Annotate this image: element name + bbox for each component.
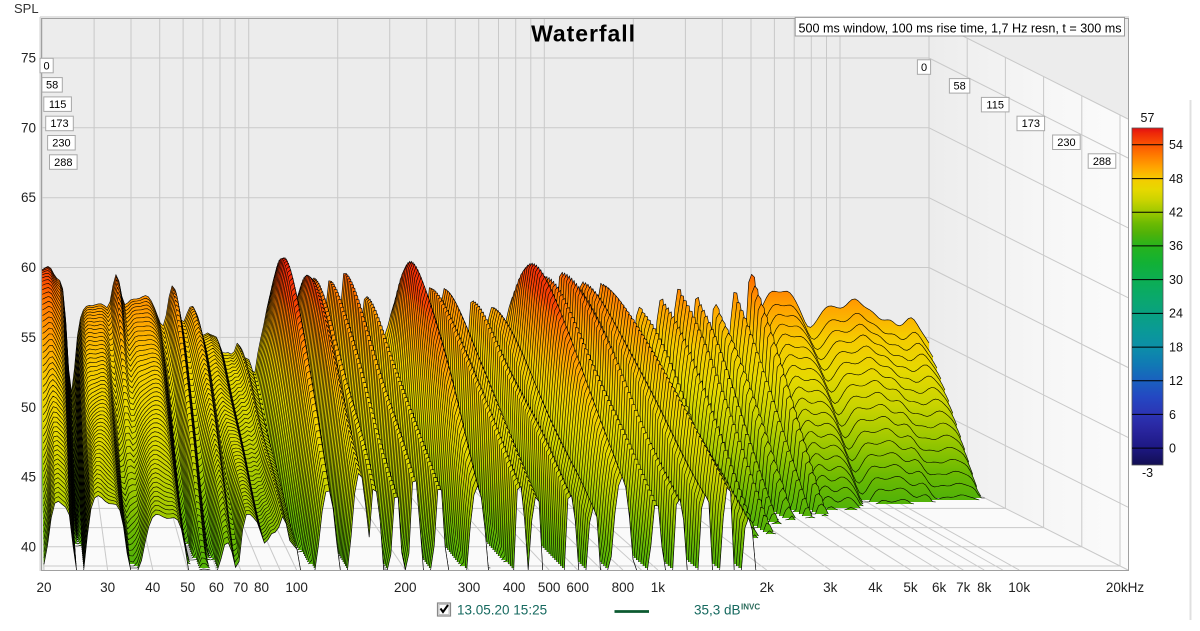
svg-text:50: 50 — [21, 400, 36, 415]
svg-text:600: 600 — [566, 580, 589, 595]
svg-text:115: 115 — [986, 99, 1004, 111]
svg-text:0: 0 — [921, 62, 927, 74]
svg-text:70: 70 — [233, 580, 248, 595]
svg-text:36: 36 — [1169, 239, 1183, 253]
svg-text:48: 48 — [1169, 172, 1183, 186]
svg-text:288: 288 — [1093, 156, 1111, 168]
svg-text:5k: 5k — [903, 580, 918, 595]
svg-text:35,3 dB: 35,3 dB — [694, 603, 741, 618]
svg-text:200: 200 — [394, 580, 417, 595]
svg-text:42: 42 — [1169, 206, 1183, 220]
svg-text:SPL: SPL — [14, 1, 39, 16]
svg-text:75: 75 — [21, 51, 36, 66]
svg-text:230: 230 — [52, 138, 70, 150]
svg-text:13.05.20 15:25: 13.05.20 15:25 — [457, 603, 547, 618]
svg-text:500 ms window, 100 ms rise tim: 500 ms window, 100 ms rise time, 1,7 Hz … — [798, 22, 1121, 36]
svg-text:65: 65 — [21, 190, 36, 205]
svg-text:54: 54 — [1169, 138, 1183, 152]
svg-text:12: 12 — [1169, 374, 1183, 388]
svg-text:55: 55 — [21, 330, 36, 345]
svg-text:24: 24 — [1169, 307, 1183, 321]
svg-text:58: 58 — [46, 80, 58, 92]
svg-text:6: 6 — [1169, 408, 1176, 422]
svg-text:230: 230 — [1057, 137, 1075, 149]
svg-text:60: 60 — [209, 580, 224, 595]
svg-text:115: 115 — [49, 99, 67, 111]
svg-text:300: 300 — [458, 580, 481, 595]
svg-text:800: 800 — [612, 580, 635, 595]
svg-text:6k: 6k — [932, 580, 947, 595]
svg-text:30: 30 — [1169, 273, 1183, 287]
svg-text:10k: 10k — [1008, 580, 1030, 595]
svg-text:0: 0 — [1169, 441, 1176, 455]
svg-text:18: 18 — [1169, 340, 1183, 354]
svg-text:100: 100 — [285, 580, 308, 595]
svg-text:60: 60 — [21, 260, 36, 275]
svg-text:4k: 4k — [868, 580, 883, 595]
svg-text:173: 173 — [50, 118, 68, 130]
svg-text:-3: -3 — [1142, 466, 1153, 480]
svg-text:20: 20 — [36, 580, 51, 595]
svg-text:8k: 8k — [977, 580, 992, 595]
svg-text:40: 40 — [145, 580, 160, 595]
svg-text:40: 40 — [21, 539, 36, 554]
svg-text:45: 45 — [21, 470, 36, 485]
svg-text:3k: 3k — [823, 580, 838, 595]
svg-text:57: 57 — [1141, 111, 1155, 125]
svg-text:2k: 2k — [760, 580, 775, 595]
svg-text:58: 58 — [953, 81, 965, 93]
svg-text:70: 70 — [21, 120, 36, 135]
svg-text:400: 400 — [503, 580, 526, 595]
svg-text:80: 80 — [254, 580, 269, 595]
svg-text:173: 173 — [1022, 118, 1040, 130]
svg-text:50: 50 — [180, 580, 195, 595]
svg-text:7k: 7k — [956, 580, 971, 595]
svg-text:30: 30 — [100, 580, 115, 595]
svg-text:500: 500 — [538, 580, 561, 595]
svg-text:1k: 1k — [651, 580, 666, 595]
svg-text:INVC: INVC — [741, 603, 760, 612]
svg-text:Waterfall: Waterfall — [531, 21, 636, 47]
svg-text:20kHz: 20kHz — [1106, 580, 1145, 595]
svg-text:288: 288 — [54, 157, 72, 169]
svg-text:0: 0 — [44, 60, 50, 72]
